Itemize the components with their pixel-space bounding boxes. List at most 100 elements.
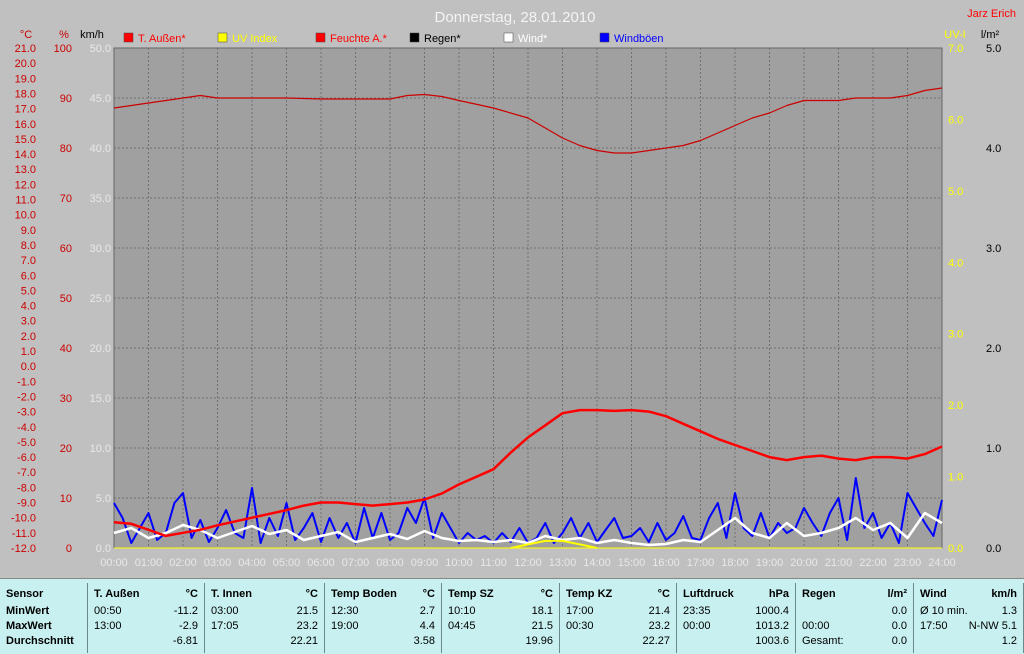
legend-swatch — [503, 32, 514, 43]
summary-cell-left: 00:00 — [683, 620, 711, 632]
temp-tick-label: 7.0 — [21, 255, 36, 267]
summary-row: 17:05 23.2 — [211, 620, 318, 634]
summary-cell-right: 21.5 — [531, 620, 553, 632]
x-tick-label: 20:00 — [790, 557, 818, 569]
series-line-uvindex — [510, 539, 598, 549]
summary-row: 03:00 21.5 — [211, 605, 318, 619]
summary-cell-right: -11.2 — [173, 605, 198, 617]
wind-tick-label: 25.0 — [90, 293, 111, 305]
temp-tick-label: -1.0 — [17, 376, 36, 388]
temp-unit-label: °C — [20, 29, 32, 41]
temp-tick-label: 8.0 — [21, 240, 36, 252]
humidity-tick-label: 0 — [66, 543, 72, 555]
temp-tick-label: 12.0 — [15, 179, 36, 191]
summary-col-t-aussen: T. Außen °C 00:50 -11.2 13:00 -2.9 -6.81 — [88, 583, 205, 653]
wind-unit-label: km/h — [80, 29, 104, 41]
x-tick-label: 21:00 — [825, 557, 853, 569]
temp-tick-label: -12.0 — [11, 543, 36, 555]
summary-cell-right: 23.2 — [648, 620, 670, 632]
summary-cell-right: 4.4 — [419, 620, 435, 632]
uv-tick-label: 6.0 — [948, 114, 963, 126]
summary-row: -6.81 — [94, 635, 198, 649]
wind-tick-label: 30.0 — [90, 243, 111, 255]
x-tick-label: 01:00 — [135, 557, 163, 569]
wind-tick-label: 20.0 — [90, 343, 111, 355]
legend-swatch — [217, 32, 228, 43]
summary-cell-right: 0.0 — [891, 635, 907, 647]
summary-header: Regen l/m² — [802, 588, 907, 600]
temp-tick-label: 16.0 — [15, 119, 36, 131]
x-tick-label: 23:00 — [894, 557, 922, 569]
summary-unit: °C — [540, 588, 553, 600]
summary-row: 22.21 — [211, 635, 318, 649]
summary-cell-right: 1003.6 — [755, 635, 789, 647]
summary-cell-left: MaxWert — [6, 620, 52, 632]
summary-cell-left: 19:00 — [331, 620, 359, 632]
summary-row: 22.27 — [566, 635, 670, 649]
temp-tick-label: -6.0 — [17, 452, 36, 464]
summary-row: Ø 10 min. 1.3 — [920, 605, 1017, 619]
legend-swatch — [599, 32, 610, 43]
series-line-feuchtea — [113, 87, 943, 154]
series-line-wind — [113, 511, 943, 547]
uv-tick-label: 0.0 — [948, 543, 963, 555]
x-tick-label: 24:00 — [928, 557, 956, 569]
summary-col-t-innen: T. Innen °C 03:00 21.5 17:05 23.2 22.21 — [205, 583, 325, 653]
summary-cell-left: 13:00 — [94, 620, 122, 632]
temp-tick-label: 20.0 — [15, 58, 36, 70]
summary-cell-left: 00:00 — [802, 620, 830, 632]
summary-row: 1.2 — [920, 635, 1017, 649]
summary-cell-left: Ø 10 min. — [920, 605, 968, 617]
grid — [114, 48, 942, 548]
wind-tick-label: 0.0 — [96, 543, 111, 555]
summary-row: 17:00 21.4 — [566, 605, 670, 619]
summary-unit: °C — [657, 588, 670, 600]
x-tick-label: 00:00 — [100, 557, 128, 569]
humidity-tick-label: 10 — [60, 493, 72, 505]
summary-col-temp-sz: Temp SZ °C 10:10 18.1 04:45 21.5 19.96 — [442, 583, 560, 653]
temp-tick-label: 13.0 — [15, 164, 36, 176]
temp-tick-label: 11.0 — [15, 195, 36, 207]
temp-tick-label: 18.0 — [15, 88, 36, 100]
summary-header: T. Innen °C — [211, 588, 318, 600]
uv-tick-label: 7.0 — [948, 43, 963, 55]
legend-label: Regen* — [424, 33, 461, 45]
temp-tick-label: -5.0 — [17, 437, 36, 449]
summary-col-luftdruck: Luftdruck hPa 23:35 1000.4 00:00 1013.2 1003.6 — [677, 583, 796, 653]
temp-tick-label: 6.0 — [21, 270, 36, 282]
summary-cell-left: 17:00 — [566, 605, 594, 617]
summary-cell-right: 1000.4 — [755, 605, 789, 617]
summary-row: 19:00 4.4 — [331, 620, 435, 634]
rain-tick-label: 4.0 — [986, 143, 1001, 155]
uv-tick-label: 4.0 — [948, 257, 963, 269]
summary-cell-right: 2.7 — [419, 605, 435, 617]
summary-cell-right: 21.5 — [296, 605, 318, 617]
temp-tick-label: 0.0 — [21, 361, 36, 373]
summary-cell-right: 3.58 — [413, 635, 435, 647]
humidity-tick-label: 20 — [60, 443, 72, 455]
temp-tick-label: 17.0 — [15, 104, 36, 116]
humidity-tick-label: 60 — [60, 243, 72, 255]
summary-cell-right: -6.81 — [172, 635, 198, 647]
legend-label: T. Außen* — [138, 33, 186, 45]
summary-cell-left: 17:05 — [211, 620, 239, 632]
summary-cell-left: 17:50 — [920, 620, 948, 632]
x-tick-label: 18:00 — [721, 557, 749, 569]
summary-row: 00:00 0.0 — [802, 620, 907, 634]
chart-title: Donnerstag, 28.01.2010 — [435, 9, 596, 26]
summary-col-regen: Regen l/m² 0.0 00:00 0.0 Gesamt: 0.0 — [796, 583, 914, 653]
legend-label: Wind* — [518, 33, 548, 45]
summary-row: MaxWert — [6, 620, 81, 634]
summary-cell-right: 1013.2 — [755, 620, 789, 632]
rain-tick-label: 0.0 — [986, 543, 1001, 555]
humidity-tick-label: 100 — [54, 43, 72, 55]
series-layer — [113, 87, 943, 549]
summary-header: Sensor — [6, 588, 44, 600]
summary-cell-right: -2.9 — [179, 620, 198, 632]
temp-tick-label: -2.0 — [17, 391, 36, 403]
summary-col-sensor: Sensor MinWert MaxWert Durchschnitt — [0, 583, 88, 653]
uv-unit-label: UV-I — [944, 29, 965, 41]
wind-tick-label: 45.0 — [90, 93, 111, 105]
legend-swatch — [123, 32, 134, 43]
humidity-tick-label: 90 — [60, 93, 72, 105]
